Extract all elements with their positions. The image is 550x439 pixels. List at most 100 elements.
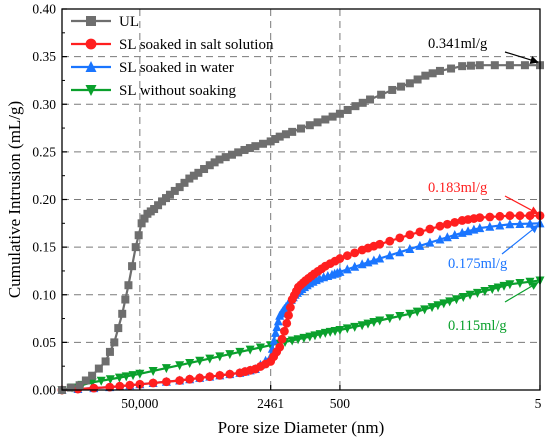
data-point <box>175 361 185 371</box>
data-point <box>357 321 367 331</box>
data-point <box>342 324 352 334</box>
data-point <box>375 253 385 263</box>
data-point <box>350 261 360 271</box>
y-axis-title: Cumulative Intrusion (mL/g) <box>5 101 24 298</box>
data-point <box>405 309 415 319</box>
data-point <box>200 165 209 174</box>
data-point <box>321 115 330 124</box>
data-point <box>439 299 449 309</box>
data-point <box>328 112 337 121</box>
data-point <box>515 218 525 228</box>
data-point <box>442 232 452 242</box>
data-point <box>75 381 84 390</box>
data-point <box>505 219 515 229</box>
data-point <box>475 61 484 70</box>
data-point <box>114 324 123 333</box>
data-point <box>427 303 437 313</box>
data-point <box>240 145 249 154</box>
y-tick-label: 0.20 <box>32 192 56 207</box>
data-point <box>251 142 260 151</box>
data-point <box>305 121 314 130</box>
data-point <box>110 338 119 347</box>
data-point <box>105 382 115 392</box>
data-point <box>366 95 375 104</box>
data-point <box>363 319 373 329</box>
data-point <box>495 211 505 221</box>
x-axis-title: Pore size Diameter (nm) <box>218 418 385 437</box>
data-point <box>493 283 503 293</box>
data-point <box>458 292 468 302</box>
data-point <box>299 333 309 343</box>
data-point <box>273 316 283 326</box>
data-point <box>385 314 395 324</box>
data-point <box>125 380 135 390</box>
data-point <box>515 211 525 221</box>
data-point <box>342 251 352 261</box>
data-point <box>375 316 385 326</box>
data-point <box>96 376 106 386</box>
data-point <box>148 378 158 388</box>
data-point <box>485 221 495 231</box>
legend-label: SL without soaking <box>119 83 236 99</box>
data-point <box>395 247 405 257</box>
data-point <box>305 332 315 342</box>
data-point <box>405 244 415 254</box>
x-tick-label: 50,000 <box>121 396 158 411</box>
legend-swatch-marker <box>85 38 97 50</box>
data-point <box>420 305 430 315</box>
data-point <box>118 309 127 318</box>
data-point <box>293 335 303 345</box>
data-point <box>124 281 133 290</box>
data-point <box>405 79 414 88</box>
data-point <box>310 331 320 341</box>
axes: 0.00 0.05 0.10 0.15 0.20 0.25 0.30 0.35 0.40 50,0… <box>32 2 541 412</box>
series-1 <box>57 211 545 395</box>
data-point <box>135 379 145 389</box>
data-point <box>121 295 130 304</box>
data-point <box>275 342 285 352</box>
data-point <box>134 231 143 240</box>
data-point <box>472 288 482 298</box>
y-tick-label: 0.05 <box>32 335 56 350</box>
data-point <box>105 347 114 356</box>
data-point <box>205 354 215 364</box>
y-tick-label: 0.15 <box>32 240 56 255</box>
data-point <box>210 158 219 167</box>
legend-label: SL soaked in water <box>119 60 234 76</box>
data-point <box>350 248 360 258</box>
data-point <box>131 243 140 252</box>
legend-swatch-marker <box>86 16 96 26</box>
series-layer <box>57 61 545 395</box>
data-point <box>185 374 195 384</box>
data-point <box>445 297 455 307</box>
data-point <box>140 214 149 223</box>
data-point <box>115 381 125 391</box>
data-point <box>281 130 290 139</box>
data-point <box>335 254 345 263</box>
y-tick-label: 0.40 <box>32 2 56 17</box>
y-tick-label: 0.10 <box>32 287 56 302</box>
data-point <box>195 373 205 383</box>
data-point <box>271 327 281 337</box>
legend-swatch-marker <box>85 61 97 72</box>
data-point <box>225 350 235 360</box>
data-point <box>137 219 146 228</box>
legend-item: SL soaked in salt solution <box>71 37 274 53</box>
data-point <box>277 334 287 344</box>
data-point <box>259 139 268 148</box>
series-2 <box>57 218 545 394</box>
data-point <box>271 135 280 144</box>
data-point <box>81 376 90 385</box>
data-point <box>165 190 174 199</box>
data-point <box>465 290 475 300</box>
data-point <box>458 62 467 71</box>
legend-item: SL soaked in water <box>71 60 234 76</box>
annotation: 0.175ml/g <box>448 224 539 272</box>
annotation: 0.341ml/g <box>428 36 539 64</box>
annotation-label: 0.183ml/g <box>428 180 487 196</box>
data-point <box>520 61 529 70</box>
annotation-arrow <box>504 281 539 303</box>
data-point <box>421 71 430 80</box>
data-point <box>195 356 205 366</box>
